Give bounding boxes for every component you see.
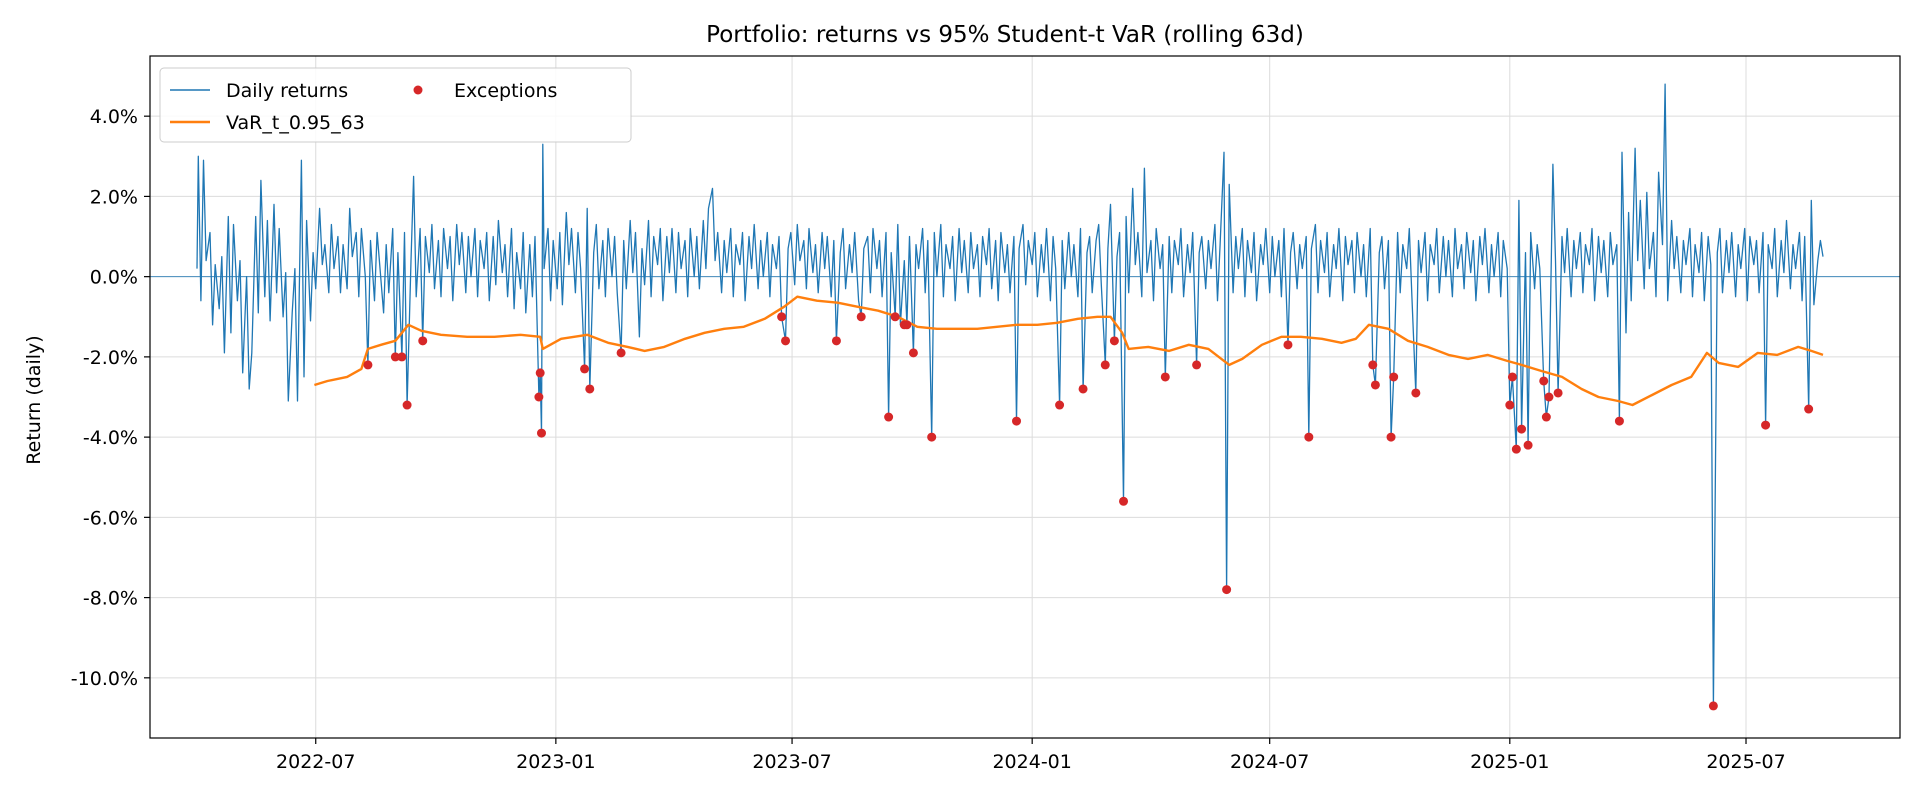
exception-point [402,400,412,410]
series-layer [196,83,1824,711]
exception-point [535,368,545,378]
y-axis-title: Return (daily) [23,335,45,464]
exception-point [1283,340,1293,350]
exception-point [902,320,912,330]
grid [150,56,1900,738]
exception-point [1505,400,1515,410]
y-tick-label: -2.0% [83,347,138,369]
exception-point [1370,380,1380,390]
exception-point [1055,400,1065,410]
exception-point [908,348,918,358]
exception-point [1523,440,1533,450]
exception-point [1539,376,1549,386]
exception-point [418,336,428,346]
x-tick-label: 2025-01 [1470,751,1549,773]
y-tick-label: 4.0% [90,106,138,128]
exception-point [1804,404,1814,414]
exception-point [1614,416,1624,426]
exception-point [1389,372,1399,382]
exception-point [536,428,546,438]
exception-point [363,360,373,370]
legend-box [159,67,632,143]
legend: Daily returns VaR_t_0.95_63 Exceptions [159,67,632,143]
exception-point [1078,384,1088,394]
x-tick-label: 2024-01 [992,751,1071,773]
legend-label: VaR_t_0.95_63 [226,112,365,134]
exception-point [1553,388,1563,398]
exception-point [1119,496,1129,506]
exception-point [1708,701,1718,711]
y-tick-label: -4.0% [83,427,138,449]
exception-point [1411,388,1421,398]
exception-point [781,336,791,346]
chart-title: Portfolio: returns vs 95% Student-t VaR … [706,22,1304,48]
x-tick-label: 2025-07 [1706,751,1785,773]
y-tick-label: 2.0% [90,186,138,208]
exception-point [856,312,866,322]
x-tick-label: 2023-01 [516,751,595,773]
axes: 2022-07 2023-01 2023-07 2024-01 2024-07 2025-… [71,55,1901,773]
exception-point [580,364,590,374]
exception-point [616,348,626,358]
series-line-1 [314,295,1824,407]
plot-frame [149,55,1901,739]
y-tick-label: 0.0% [90,267,138,289]
exception-point [1368,360,1378,370]
exception-point [890,312,900,322]
exception-point [1544,392,1554,402]
legend-label: Daily returns [226,80,348,102]
exception-point [1507,372,1517,382]
y-tick-label: -10.0% [71,668,138,690]
exception-point [927,432,937,442]
legend-label: Exceptions [454,80,557,102]
exception-point [1012,416,1022,426]
y-tick-label: -8.0% [83,588,138,610]
exception-point [397,352,407,362]
exception-point [1109,336,1119,346]
exception-point [1160,372,1170,382]
exception-point [1517,424,1527,434]
exception-point [1541,412,1551,422]
exception-point [1386,432,1396,442]
exception-point [1222,585,1232,595]
exception-point [534,392,544,402]
exception-point [1304,432,1314,442]
exception-point [1100,360,1110,370]
exception-point [390,352,400,362]
exception-point [1192,360,1202,370]
exception-point [777,312,787,322]
legend-swatch-point [413,85,423,95]
x-tick-label: 2024-07 [1230,751,1309,773]
exception-point [1761,420,1771,430]
x-tick-label: 2022-07 [276,751,355,773]
y-tick-label: -6.0% [83,507,138,529]
exception-point [585,384,595,394]
x-tick-label: 2023-07 [752,751,831,773]
exception-point [884,412,894,422]
exception-point [1511,444,1521,454]
series-line-0 [196,83,1824,707]
exception-point [831,336,841,346]
